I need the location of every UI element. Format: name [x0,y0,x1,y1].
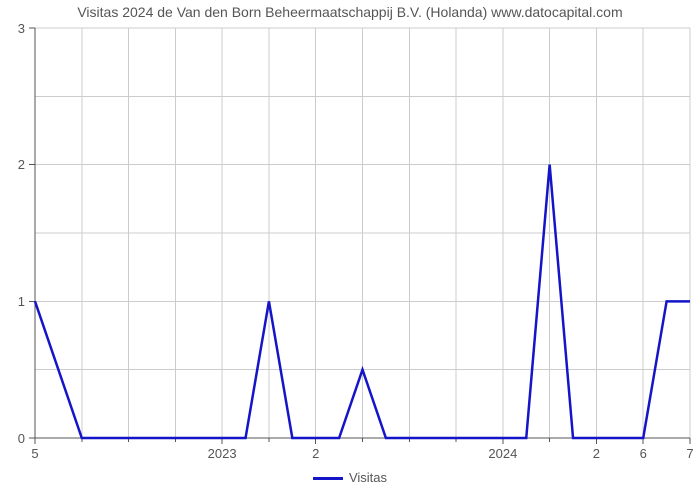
legend: Visitas [0,470,700,485]
line-chart [35,28,690,438]
x-tick-label: 6 [640,446,647,461]
x-tick-label: 2024 [488,446,517,461]
x-tick-label: 5 [31,446,38,461]
y-tick-label: 1 [18,294,25,309]
x-tick-label: 2023 [208,446,237,461]
y-tick-label: 0 [18,431,25,446]
y-tick-label: 3 [18,21,25,36]
x-tick-label: 2 [593,446,600,461]
x-tick-label: 7 [686,446,693,461]
x-tick-label: 2 [312,446,319,461]
legend-swatch [313,477,343,480]
legend-label: Visitas [349,470,387,485]
chart-title: Visitas 2024 de Van den Born Beheermaats… [0,4,700,20]
y-tick-label: 2 [18,157,25,172]
